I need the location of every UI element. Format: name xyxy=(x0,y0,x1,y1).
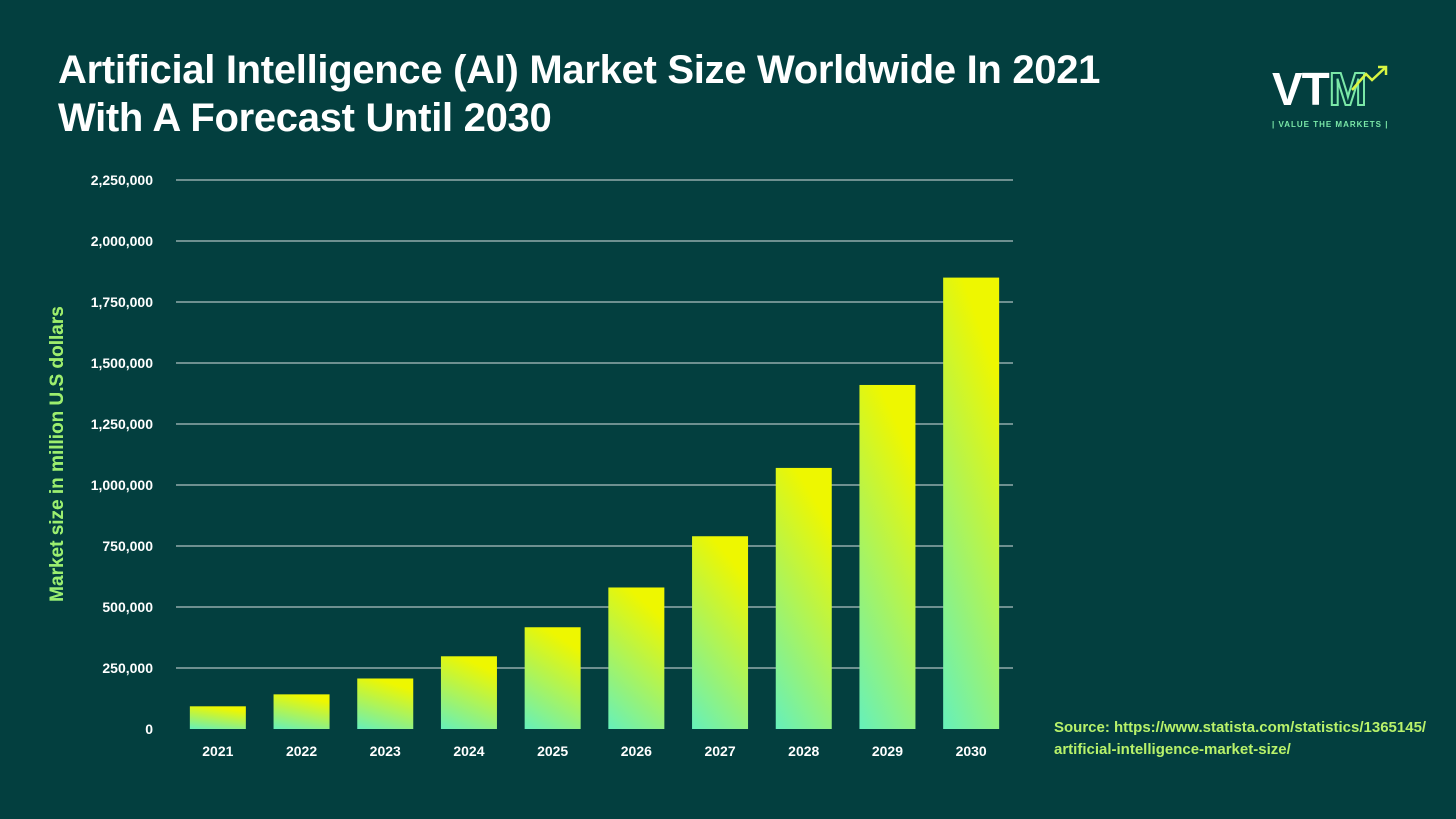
vtm-logo: VTM | VALUE THE MARKETS | xyxy=(1270,63,1392,134)
x-tick-labels: 2021 2022 2023 2024 2025 2026 2027 2028 2029 2030 xyxy=(202,743,987,759)
bar-2021 xyxy=(189,706,246,729)
x-tick-label: 2025 xyxy=(537,743,568,759)
x-tick-label: 2027 xyxy=(704,743,735,759)
x-tick-label: 2028 xyxy=(788,743,819,759)
bar-2030 xyxy=(943,277,1000,729)
source-line-2: artificial-intelligence-market-size/ xyxy=(1054,741,1291,758)
x-tick-label: 2021 xyxy=(202,743,233,759)
bar-2027 xyxy=(692,536,749,729)
bar-2025 xyxy=(524,627,581,729)
y-tick-label: 1,000,000 xyxy=(91,477,153,493)
logo-letters: VTM xyxy=(1272,63,1368,115)
y-tick-label: 1,500,000 xyxy=(91,355,153,371)
y-tick-label: 2,000,000 xyxy=(91,233,153,249)
bar-2026 xyxy=(608,587,665,729)
x-tick-label: 2023 xyxy=(370,743,401,759)
bar-2029 xyxy=(859,384,916,729)
bars xyxy=(189,277,1000,729)
y-tick-label: 0 xyxy=(145,721,153,737)
y-tick-label: 1,750,000 xyxy=(91,294,153,310)
y-tick-labels: 0 250,000 500,000 750,000 1,000,000 1,250,000… xyxy=(91,172,154,737)
chart-title: Artificial Intelligence (AI) Market Size… xyxy=(58,48,1101,140)
y-tick-label: 750,000 xyxy=(102,538,153,554)
y-tick-label: 1,250,000 xyxy=(91,416,153,432)
source-note: Source: https://www.statista.com/statist… xyxy=(1054,717,1444,761)
bar-2028 xyxy=(775,467,832,729)
y-tick-label: 500,000 xyxy=(102,599,153,615)
y-tick-label: 250,000 xyxy=(102,660,153,676)
x-tick-label: 2024 xyxy=(453,743,484,759)
y-tick-label: 2,250,000 xyxy=(91,172,153,188)
bar-2024 xyxy=(440,656,497,729)
logo-tagline: | VALUE THE MARKETS | xyxy=(1272,120,1389,129)
x-tick-label: 2022 xyxy=(286,743,317,759)
x-tick-label: 2030 xyxy=(956,743,987,759)
bar-2022 xyxy=(273,694,330,729)
bar-2023 xyxy=(357,678,414,729)
arrow-up-right-icon xyxy=(1351,65,1388,91)
x-tick-label: 2026 xyxy=(621,743,652,759)
x-tick-label: 2029 xyxy=(872,743,903,759)
source-line-1: Source: https://www.statista.com/statist… xyxy=(1054,719,1427,736)
